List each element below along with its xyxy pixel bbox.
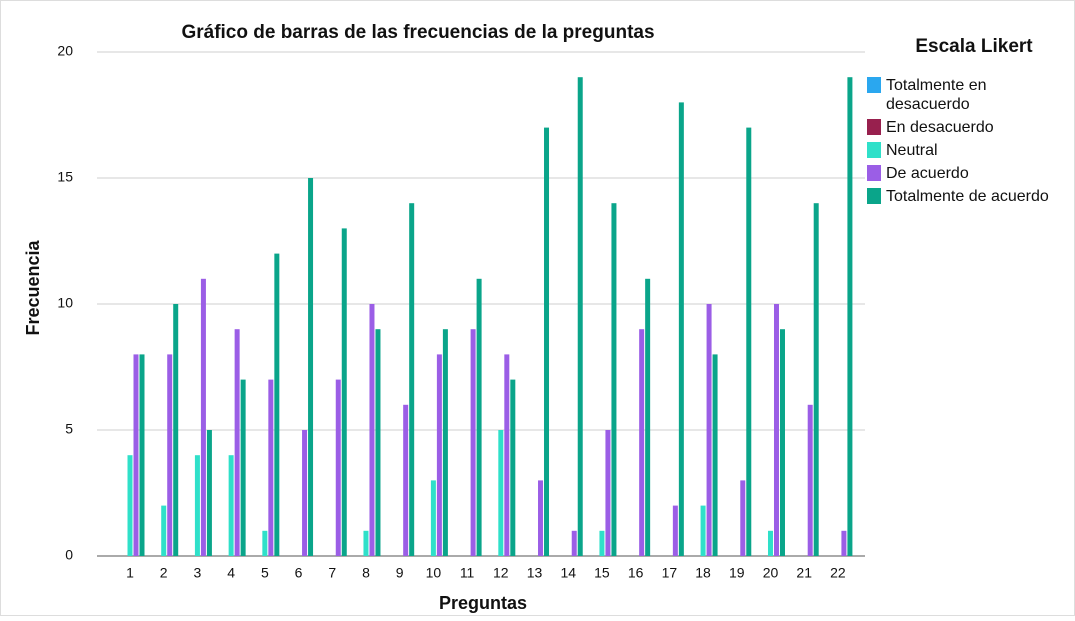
x-tick-label: 18 <box>695 565 711 581</box>
bar <box>712 354 718 556</box>
bar <box>363 530 369 556</box>
bar <box>746 127 752 556</box>
legend-swatch <box>867 165 881 181</box>
bar <box>470 329 476 556</box>
bar <box>369 304 375 556</box>
x-tick-label: 15 <box>594 565 610 581</box>
legend-swatch <box>867 119 881 135</box>
bar <box>133 354 139 556</box>
x-tick-label: 20 <box>763 565 779 581</box>
legend-label: Neutral <box>886 142 938 159</box>
bar <box>335 379 341 556</box>
legend-swatch <box>867 188 881 204</box>
bar <box>773 304 779 556</box>
x-tick-label: 21 <box>796 565 812 581</box>
bar <box>139 354 145 556</box>
bar <box>740 480 746 556</box>
legend-swatch <box>867 77 881 93</box>
bar <box>599 530 605 556</box>
bar <box>700 505 706 556</box>
bar <box>206 430 212 556</box>
bar <box>841 530 847 556</box>
x-tick-label: 3 <box>194 565 202 581</box>
bar <box>767 530 773 556</box>
legend-swatch <box>867 142 881 158</box>
bar <box>510 379 516 556</box>
bar <box>504 354 510 556</box>
bar <box>544 127 550 556</box>
x-tick-label: 2 <box>160 565 168 581</box>
bar <box>430 480 436 556</box>
x-tick-label: 14 <box>560 565 576 581</box>
bar <box>645 278 651 556</box>
y-axis-label: Frecuencia <box>23 239 43 335</box>
bar <box>442 329 448 556</box>
bar <box>173 304 179 556</box>
bar <box>274 253 280 556</box>
x-tick-label: 7 <box>328 565 336 581</box>
bar <box>341 228 347 556</box>
x-tick-label: 4 <box>227 565 235 581</box>
bar <box>240 379 246 556</box>
x-tick-label: 12 <box>493 565 509 581</box>
y-tick-label: 0 <box>65 547 73 563</box>
x-tick-label: 1 <box>126 565 134 581</box>
y-tick-label: 20 <box>57 43 73 59</box>
bar <box>409 203 415 556</box>
bar <box>498 430 504 556</box>
bar <box>403 404 409 556</box>
bar <box>807 404 813 556</box>
bar <box>605 430 611 556</box>
x-tick-label: 11 <box>460 565 475 581</box>
bar <box>127 455 133 556</box>
bar <box>611 203 617 556</box>
bar <box>262 530 268 556</box>
bar <box>375 329 381 556</box>
bar <box>161 505 167 556</box>
bar <box>847 77 853 556</box>
legend-title: Escala Likert <box>915 36 1033 57</box>
legend-label: En desacuerdo <box>886 119 994 136</box>
bar <box>268 379 274 556</box>
x-tick-label: 17 <box>662 565 678 581</box>
bar <box>302 430 308 556</box>
bar <box>476 278 482 556</box>
bar <box>308 178 314 556</box>
bar <box>194 455 200 556</box>
bar <box>538 480 544 556</box>
x-axis-label: Preguntas <box>439 593 527 613</box>
bar <box>779 329 785 556</box>
x-tick-label: 19 <box>729 565 745 581</box>
x-tick-label: 13 <box>527 565 543 581</box>
x-tick-label: 16 <box>628 565 644 581</box>
bar <box>813 203 819 556</box>
bar <box>571 530 577 556</box>
legend-label: Totalmente de acuerdo <box>886 188 1049 205</box>
chart-title: Gráfico de barras de las frecuencias de … <box>181 22 654 43</box>
x-tick-label: 8 <box>362 565 370 581</box>
legend-label: Totalmente en desacuerdo <box>886 77 987 113</box>
bar <box>577 77 583 556</box>
y-tick-label: 15 <box>57 169 73 185</box>
legend-label: De acuerdo <box>886 165 969 182</box>
x-tick-label: 5 <box>261 565 269 581</box>
bar <box>678 102 684 557</box>
bar <box>672 505 678 556</box>
bar <box>639 329 645 556</box>
x-tick-label: 10 <box>426 565 442 581</box>
y-tick-label: 10 <box>57 295 73 311</box>
y-tick-label: 5 <box>65 421 73 437</box>
bar <box>706 304 712 556</box>
bar <box>234 329 240 556</box>
x-tick-label: 22 <box>830 565 846 581</box>
x-tick-label: 9 <box>396 565 404 581</box>
bar <box>436 354 442 556</box>
bar <box>200 278 206 556</box>
bar <box>228 455 234 556</box>
bar <box>167 354 173 556</box>
x-tick-label: 6 <box>295 565 303 581</box>
